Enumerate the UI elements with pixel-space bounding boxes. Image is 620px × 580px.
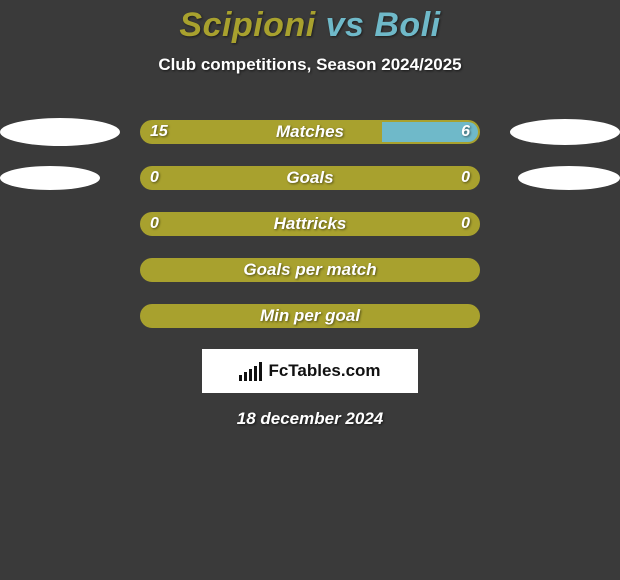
brand-bars-icon — [239, 361, 262, 381]
subtitle: Club competitions, Season 2024/2025 — [0, 55, 620, 75]
bar-track — [140, 212, 480, 236]
stat-left-value: 0 — [150, 212, 159, 236]
bar-left-fill — [142, 214, 478, 234]
stat-row: Goals per match — [0, 257, 620, 283]
stat-row: 0 0 Hattricks — [0, 211, 620, 237]
stat-left-value: 15 — [150, 120, 168, 144]
stat-right-value: 6 — [461, 120, 470, 144]
brand-badge: FcTables.com — [202, 349, 418, 393]
bar-left-fill — [142, 306, 478, 326]
date-caption: 18 december 2024 — [0, 409, 620, 429]
title-player1: Scipioni — [179, 6, 315, 44]
stat-row: 15 6 Matches — [0, 119, 620, 145]
stat-chart: 15 6 Matches 0 0 Goals 0 0 Hattrick — [0, 119, 620, 329]
bar-left-fill — [142, 122, 382, 142]
right-marker-ellipse — [510, 119, 620, 145]
bar-left-fill — [142, 260, 478, 280]
bar-track — [140, 120, 480, 144]
right-marker-ellipse — [518, 166, 620, 190]
bar-track — [140, 166, 480, 190]
title-vs: vs — [326, 6, 365, 44]
title-player2: Boli — [374, 6, 440, 44]
left-marker-ellipse — [0, 118, 120, 146]
bar-left-fill — [142, 168, 478, 188]
left-marker-ellipse — [0, 166, 100, 190]
stat-row: Min per goal — [0, 303, 620, 329]
page-title: Scipioni vs Boli — [0, 6, 620, 45]
comparison-infographic: Scipioni vs Boli Club competitions, Seas… — [0, 0, 620, 580]
stat-right-value: 0 — [461, 166, 470, 190]
stat-right-value: 0 — [461, 212, 470, 236]
bar-track — [140, 258, 480, 282]
stat-left-value: 0 — [150, 166, 159, 190]
bar-track — [140, 304, 480, 328]
stat-row: 0 0 Goals — [0, 165, 620, 191]
brand-text: FcTables.com — [268, 361, 380, 381]
